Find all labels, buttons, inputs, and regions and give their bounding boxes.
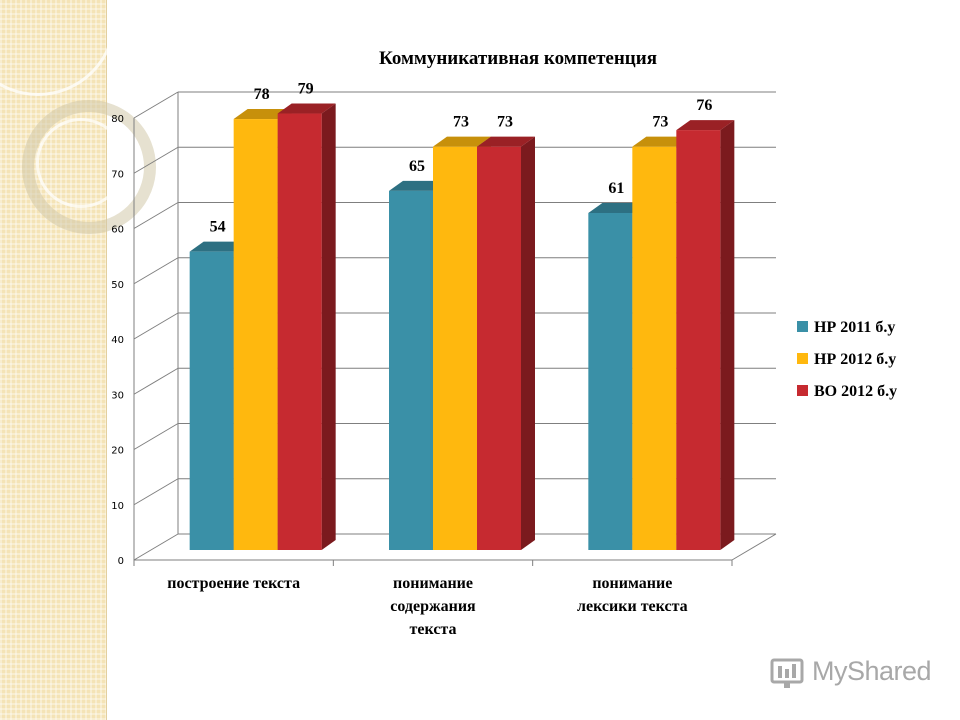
bar-front xyxy=(277,113,322,551)
gridline-side xyxy=(133,257,179,285)
data-label: 54 xyxy=(210,219,226,236)
x-category-label: построение текста xyxy=(167,575,300,592)
x-category-label-line: построение текста xyxy=(167,575,300,592)
bar-top xyxy=(233,109,292,120)
data-label: 78 xyxy=(254,86,270,103)
data-label: 79 xyxy=(298,81,314,98)
legend-swatch xyxy=(797,353,808,364)
y-tick-label: 30 xyxy=(111,390,124,401)
legend-swatch xyxy=(797,385,808,396)
myshared-watermark: MyShared xyxy=(768,654,932,694)
gridline-side xyxy=(133,478,179,506)
x-category-label-line: текста xyxy=(410,621,457,638)
x-category-label: понимание содержания текста xyxy=(390,575,476,638)
bar xyxy=(277,103,336,551)
bar-front xyxy=(676,130,721,550)
legend-swatch xyxy=(797,321,808,332)
bar-side xyxy=(321,103,336,551)
chart-title: Коммуникативная компетенция xyxy=(379,48,657,69)
y-tick-label: 10 xyxy=(111,501,124,512)
data-label: 73 xyxy=(497,114,513,131)
bar-front xyxy=(632,146,677,551)
x-category-label: понимание лексики текста xyxy=(577,575,688,615)
y-tick-label: 40 xyxy=(111,335,124,346)
bar-front xyxy=(433,146,477,551)
bar-front xyxy=(588,212,633,550)
legend-label: НР 2011 б.у xyxy=(814,319,895,336)
floor-side-edge xyxy=(731,533,777,561)
bar-front xyxy=(389,190,433,550)
gridline-side xyxy=(133,146,179,174)
gridline-side xyxy=(133,367,179,395)
data-label: 76 xyxy=(696,97,712,114)
gridline-side xyxy=(133,312,179,340)
x-category-label-line: лексики текста xyxy=(577,598,688,615)
x-axis-labels: построение текста понимание содержания текс… xyxy=(167,575,687,638)
bar-side xyxy=(720,120,735,550)
data-label: 73 xyxy=(652,114,668,131)
chart-legend: НР 2011 б.у НР 2012 б.у ВО 2012 б.у xyxy=(797,319,897,400)
y-tick-label: 60 xyxy=(111,225,124,236)
gridline-side xyxy=(133,533,179,561)
gridline-side xyxy=(133,423,179,450)
bar xyxy=(477,136,535,551)
bar-top xyxy=(433,136,491,147)
gridline-side xyxy=(133,91,179,119)
bar-top xyxy=(676,120,735,131)
x-category-label-line: содержания xyxy=(390,598,476,615)
bar-top xyxy=(477,136,535,147)
y-tick-label: 80 xyxy=(111,114,124,125)
bar-front xyxy=(233,119,278,551)
legend-label: ВО 2012 б.у xyxy=(814,383,897,400)
bar-side xyxy=(521,136,535,551)
data-label: 73 xyxy=(453,114,469,131)
bar-top xyxy=(632,136,691,147)
x-category-label-line: понимание xyxy=(592,575,672,592)
y-tick-label: 0 xyxy=(118,556,124,567)
y-axis: 0 10 20 30 40 50 60 70 80 xyxy=(111,114,777,567)
decorative-sidebar xyxy=(0,0,156,720)
y-tick-label: 70 xyxy=(111,169,124,180)
bar-group xyxy=(189,103,735,551)
gridline-side xyxy=(133,202,179,229)
bar-top xyxy=(277,103,336,114)
bar-top xyxy=(389,180,447,191)
y-tick-label: 50 xyxy=(111,280,124,291)
bar-top xyxy=(588,202,647,213)
data-label: 61 xyxy=(608,180,624,197)
x-category-label-line: понимание xyxy=(393,575,473,592)
bar-top xyxy=(189,241,248,252)
data-label: 65 xyxy=(409,158,425,175)
legend-label: НР 2012 б.у xyxy=(814,351,896,368)
bar xyxy=(676,120,735,550)
bar-front xyxy=(189,251,234,550)
y-tick-label: 20 xyxy=(111,446,124,457)
data-labels: 54 78 79 65 73 73 61 73 76 xyxy=(210,81,713,236)
bar-front xyxy=(477,146,521,551)
myshared-logo-icon xyxy=(770,658,804,688)
watermark-text: MyShared xyxy=(812,656,932,686)
decorative-ring xyxy=(36,118,126,208)
